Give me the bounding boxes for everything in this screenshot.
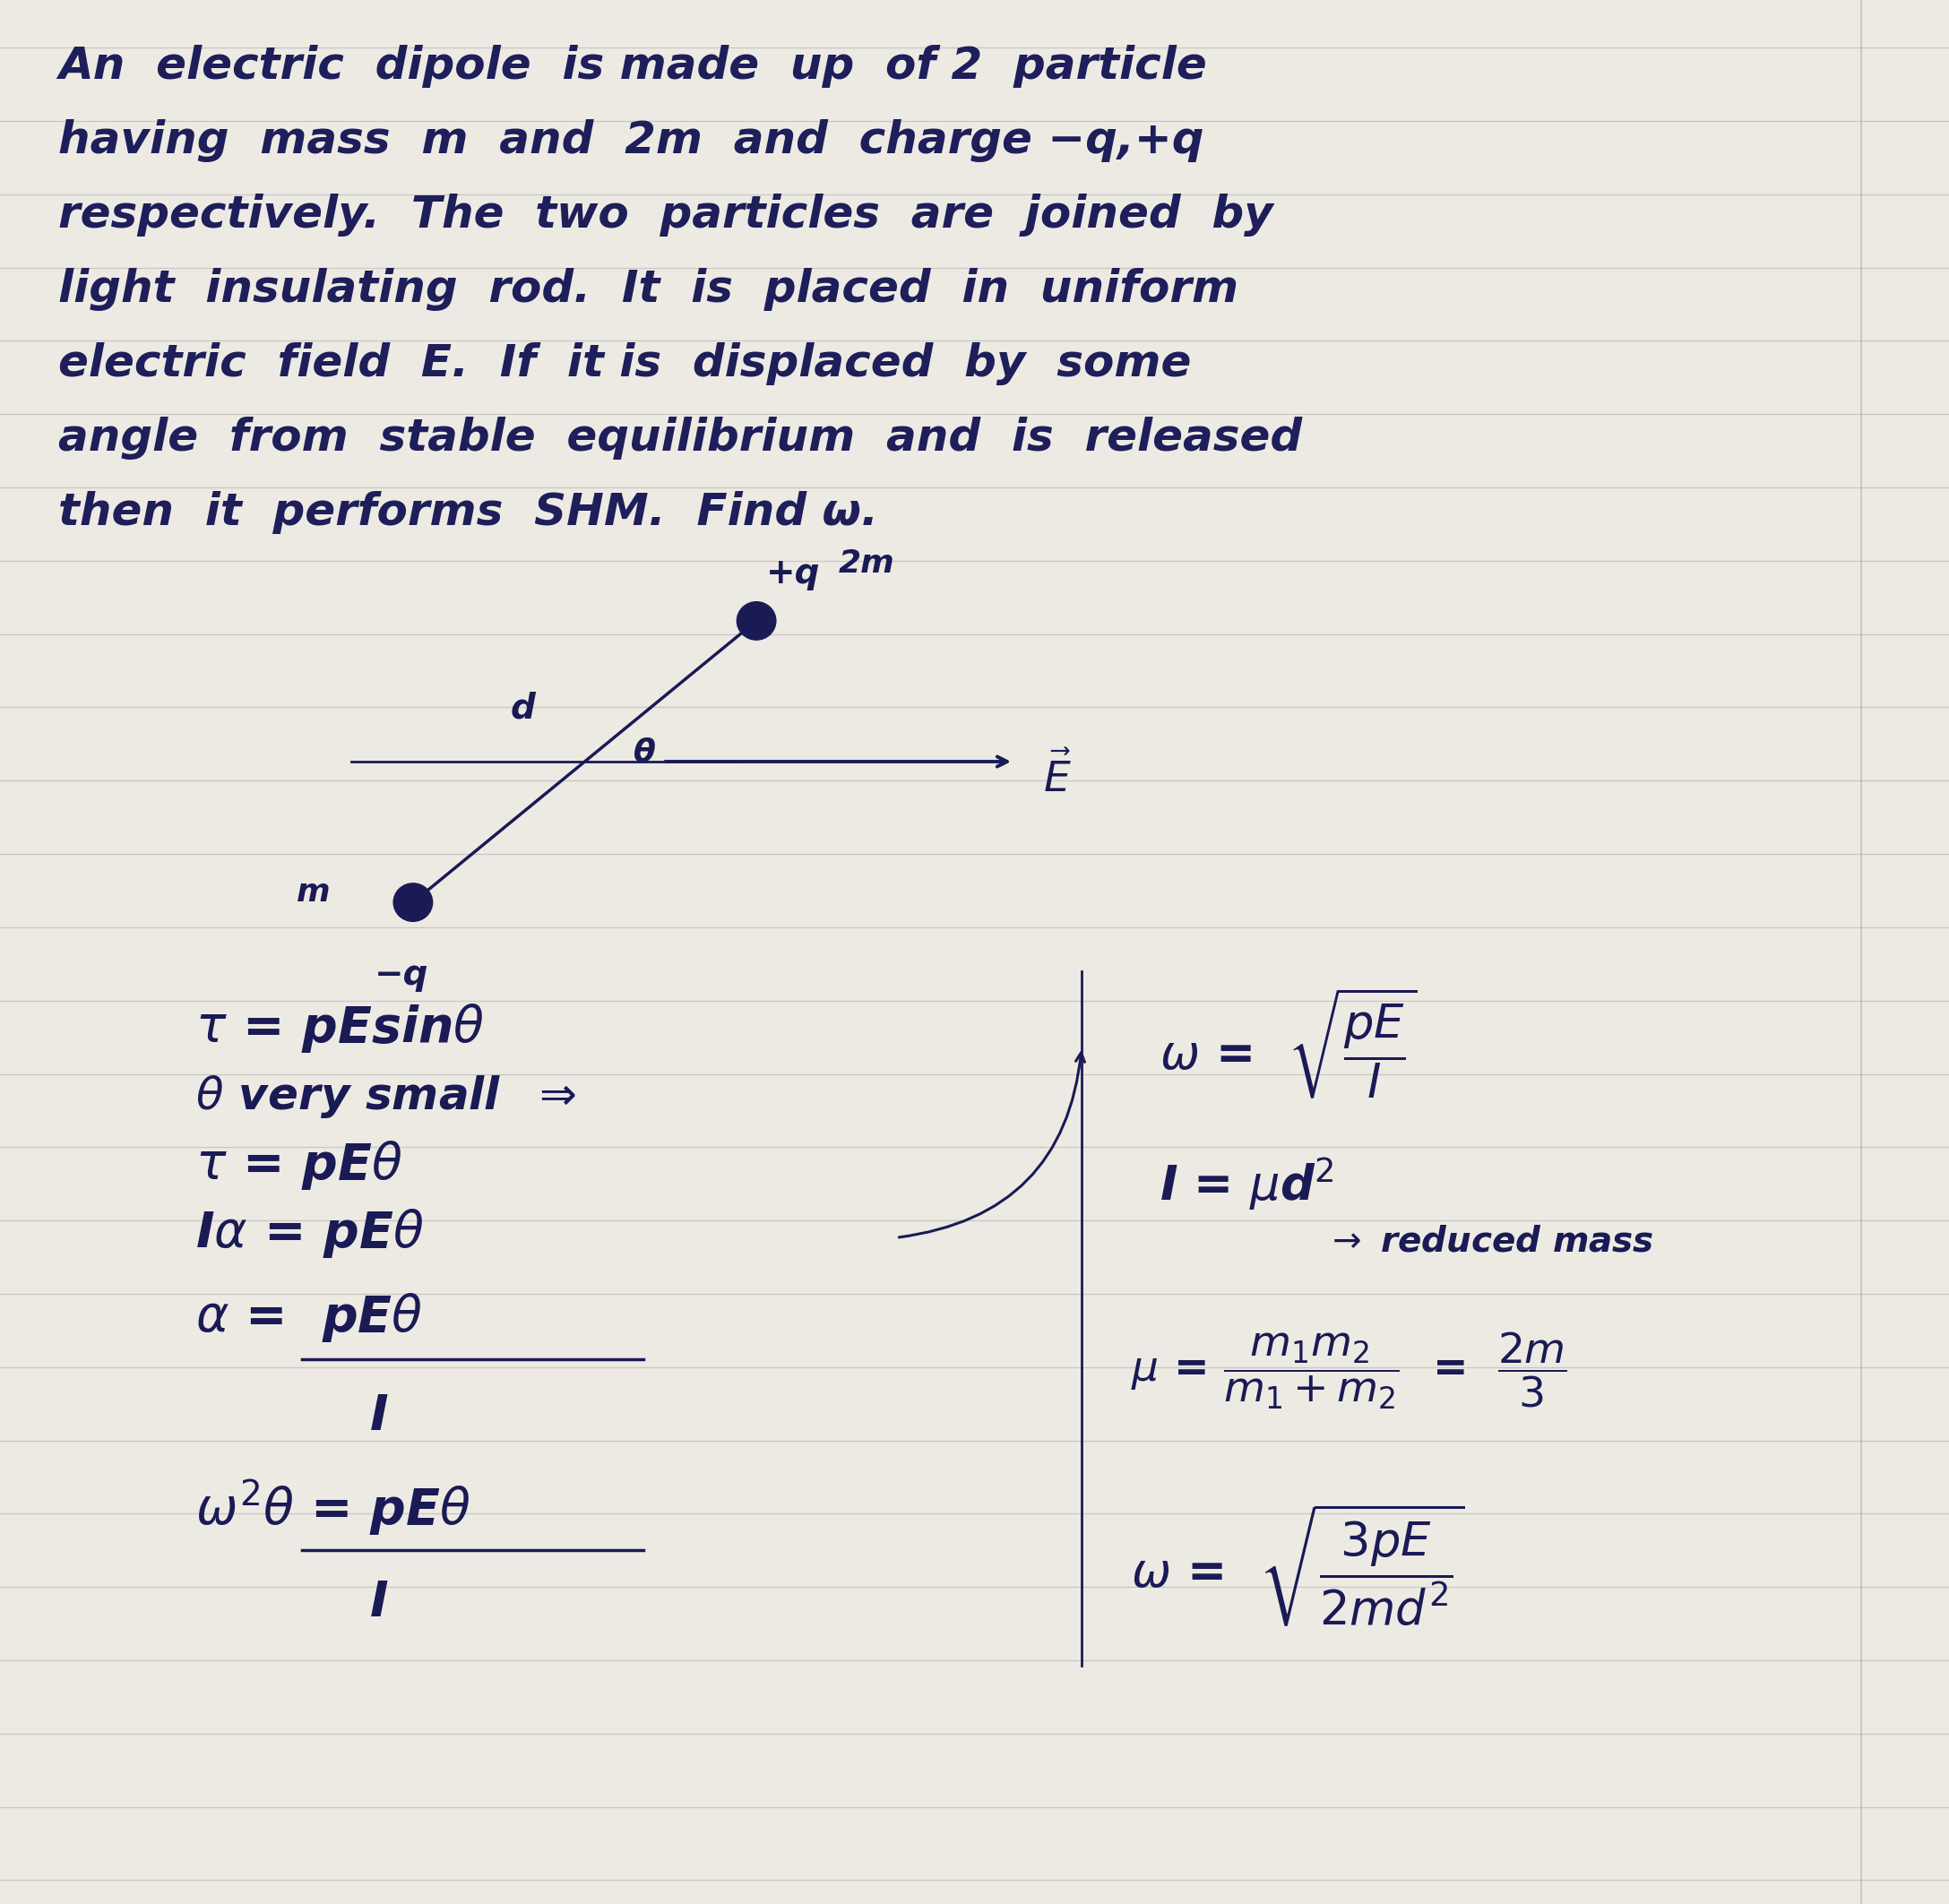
Text: $\alpha$ =  pE$\theta$: $\alpha$ = pE$\theta$ (195, 1291, 423, 1344)
Text: An  electric  dipole  is made  up  of 2  particle: An electric dipole is made up of 2 parti… (58, 46, 1206, 88)
Text: +q: +q (766, 556, 821, 590)
Text: θ: θ (633, 737, 655, 767)
Text: $\rightarrow$ reduced mass: $\rightarrow$ reduced mass (1325, 1224, 1655, 1259)
Text: $\tau$ = pEsin$\theta$: $\tau$ = pEsin$\theta$ (195, 1002, 483, 1055)
Text: angle  from  stable  equilibrium  and  is  released: angle from stable equilibrium and is rel… (58, 417, 1302, 459)
Text: light  insulating  rod.  It  is  placed  in  uniform: light insulating rod. It is placed in un… (58, 268, 1240, 310)
Text: electric  field  E.  If  it is  displaced  by  some: electric field E. If it is displaced by … (58, 343, 1191, 385)
Text: $\tau$ = pE$\theta$: $\tau$ = pE$\theta$ (195, 1139, 401, 1192)
Text: $\omega$ =  $\sqrt{\dfrac{pE}{I}}$: $\omega$ = $\sqrt{\dfrac{pE}{I}}$ (1160, 986, 1417, 1101)
Circle shape (737, 602, 776, 640)
Text: $\omega$ =  $\sqrt{\dfrac{3pE}{2md^2}}$: $\omega$ = $\sqrt{\dfrac{3pE}{2md^2}}$ (1130, 1502, 1464, 1628)
Text: then  it  performs  SHM.  Find ω.: then it performs SHM. Find ω. (58, 491, 879, 533)
Text: having  mass  m  and  2m  and  charge −q,+q: having mass m and 2m and charge −q,+q (58, 120, 1204, 162)
Text: −q: −q (374, 958, 429, 992)
Text: $\omega^2\theta$ = pE$\theta$: $\omega^2\theta$ = pE$\theta$ (195, 1478, 470, 1538)
Text: d: d (511, 691, 536, 725)
Text: $\vec{E}$: $\vec{E}$ (1043, 752, 1072, 802)
Text: $\mu$ = $\dfrac{m_1 m_2}{m_1+m_2}$  =  $\dfrac{2m}{3}$: $\mu$ = $\dfrac{m_1 m_2}{m_1+m_2}$ = $\d… (1130, 1331, 1567, 1411)
Text: I$\alpha$ = pE$\theta$: I$\alpha$ = pE$\theta$ (195, 1207, 423, 1260)
Text: I: I (370, 1578, 388, 1628)
Circle shape (394, 883, 433, 922)
Text: 2m: 2m (838, 548, 895, 579)
Text: respectively.  The  two  particles  are  joined  by: respectively. The two particles are join… (58, 194, 1273, 236)
Text: $\theta$ very small  $\Rightarrow$: $\theta$ very small $\Rightarrow$ (195, 1074, 575, 1120)
Text: m: m (296, 878, 329, 908)
Text: I = $\mu$d$^2$: I = $\mu$d$^2$ (1160, 1156, 1333, 1213)
FancyArrowPatch shape (898, 1053, 1086, 1238)
Text: I: I (370, 1392, 388, 1441)
